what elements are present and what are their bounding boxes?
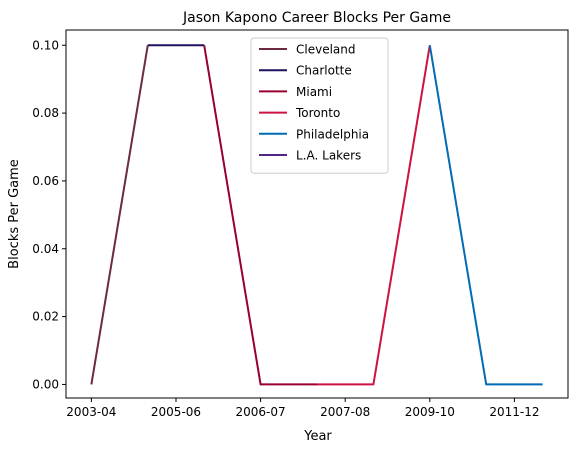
legend-label: Cleveland xyxy=(296,43,356,57)
legend-label: Philadelphia xyxy=(296,127,369,141)
legend-label: Charlotte xyxy=(296,64,352,78)
y-tick-label: 0.04 xyxy=(32,242,59,256)
y-tick-label: 0.00 xyxy=(32,377,59,391)
legend-label: Miami xyxy=(296,85,332,99)
y-tick-label: 0.08 xyxy=(32,106,59,120)
y-tick-label: 0.06 xyxy=(32,174,59,188)
chart-title: Jason Kapono Career Blocks Per Game xyxy=(182,10,451,26)
legend-label: L.A. Lakers xyxy=(296,149,361,163)
x-tick-label: 2009-10 xyxy=(405,405,455,419)
x-tick-label: 2011-12 xyxy=(489,405,539,419)
x-axis-label: Year xyxy=(303,429,332,444)
y-axis-label: Blocks Per Game xyxy=(7,159,22,269)
x-tick-label: 2005-06 xyxy=(151,405,201,419)
legend: Cleveland Charlotte Miami Toronto Philadelph… xyxy=(251,38,388,173)
legend-label: Toronto xyxy=(295,106,340,120)
x-tick-label: 2003-04 xyxy=(66,405,116,419)
x-tick-label: 2007-08 xyxy=(320,405,370,419)
x-tick-label: 2006-07 xyxy=(236,405,286,419)
y-tick-label: 0.02 xyxy=(32,310,59,324)
y-tick-label: 0.10 xyxy=(32,38,59,52)
